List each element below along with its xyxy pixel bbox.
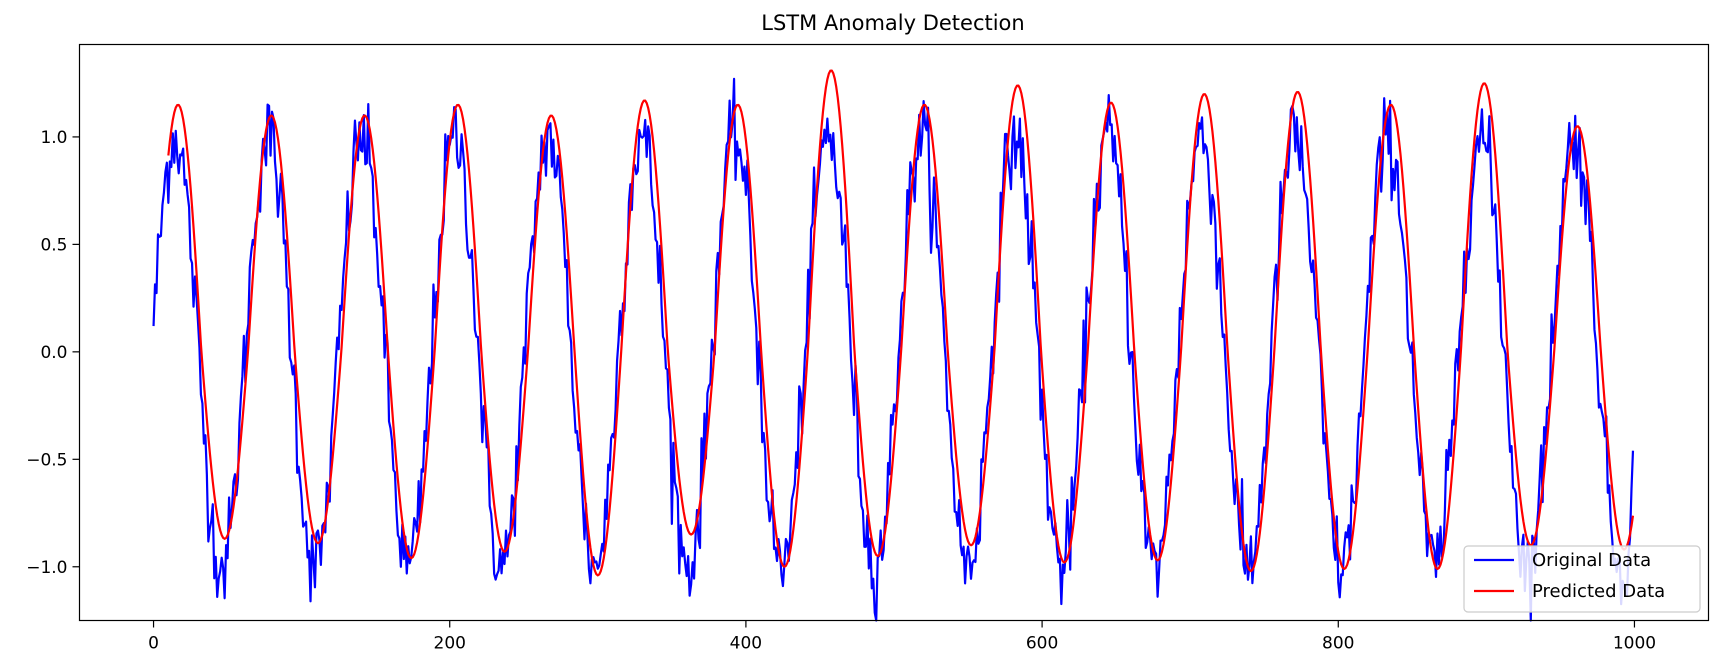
- y-tick-label: −1.0: [26, 558, 67, 578]
- y-tick-label: 0.5: [40, 235, 67, 255]
- y-axis: −1.0 −0.5 0.0 0.5 1.0: [26, 128, 80, 578]
- legend-box: [1463, 545, 1701, 613]
- x-tick-label: 0: [148, 634, 159, 654]
- x-tick-label: 200: [434, 634, 466, 654]
- x-axis: 0 200 400 600 800 1000: [148, 620, 1656, 654]
- y-tick-label: 1.0: [40, 128, 67, 148]
- series-layer: [152, 69, 1635, 622]
- y-tick-label: 0.0: [40, 343, 67, 363]
- plot-frame: [78, 43, 1710, 622]
- legend-label-original: Original Data: [1532, 550, 1651, 571]
- legend: Original Data Predicted Data: [1463, 545, 1701, 613]
- y-tick-label: −0.5: [26, 450, 67, 470]
- x-tick-label: 400: [730, 634, 762, 654]
- x-tick-label: 1000: [1613, 634, 1656, 654]
- series-line-original-data: [152, 77, 1635, 622]
- chart-title: LSTM Anomaly Detection: [761, 11, 1024, 35]
- x-tick-label: 600: [1026, 634, 1058, 654]
- series-line-predicted-data: [167, 69, 1635, 577]
- legend-label-predicted: Predicted Data: [1532, 581, 1665, 602]
- x-tick-label: 800: [1322, 634, 1354, 654]
